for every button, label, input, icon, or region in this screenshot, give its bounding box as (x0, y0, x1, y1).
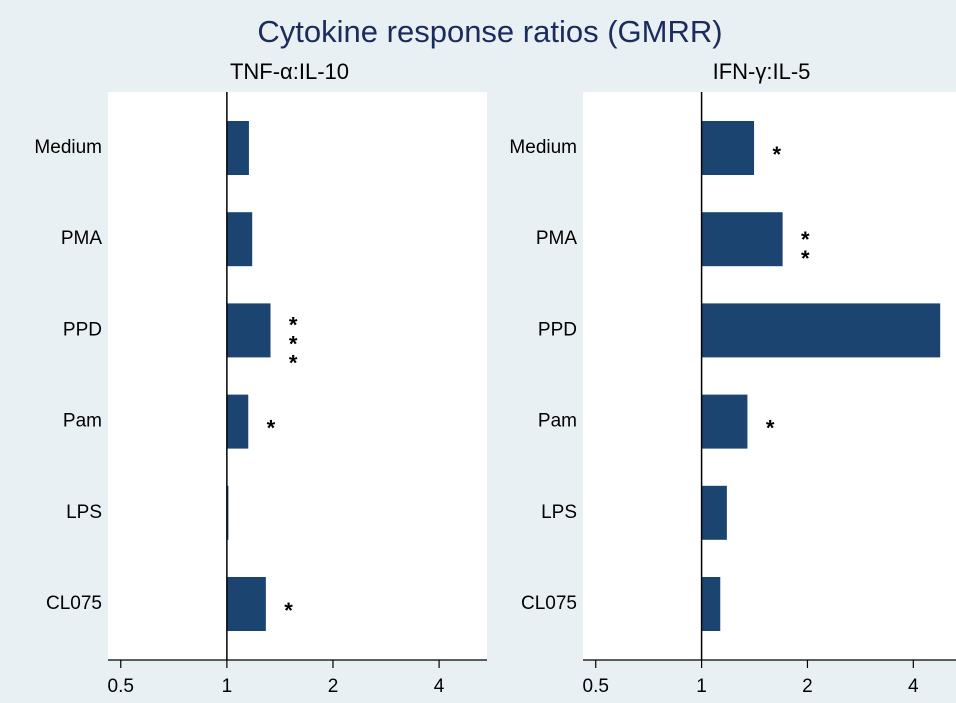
significance-marker: ** (793, 227, 818, 265)
category-label: LPS (66, 502, 102, 523)
x-tick-label: 2 (802, 676, 813, 697)
x-tick-label: 4 (908, 676, 919, 697)
bar (226, 303, 271, 358)
category-label: PMA (536, 228, 578, 249)
plot-area (108, 92, 487, 660)
category-label: CL075 (521, 593, 577, 614)
bar (226, 394, 249, 449)
category-label: Medium (34, 137, 102, 158)
significance-marker: *** (950, 312, 956, 369)
x-tick-label: 1 (222, 676, 233, 697)
bar (226, 212, 253, 267)
bar (226, 121, 249, 175)
x-tick-label: 0.5 (108, 676, 134, 697)
bar (701, 577, 721, 631)
bar (701, 121, 755, 175)
panel-title: IFN-γ:IL-5 (713, 59, 811, 84)
plot-area (583, 92, 956, 660)
significance-marker: * (258, 416, 283, 435)
category-label: PPD (538, 319, 577, 340)
significance-marker: *** (281, 312, 306, 369)
category-label: Pam (538, 411, 577, 432)
bar (701, 394, 748, 449)
bar (226, 485, 229, 540)
category-label: PMA (61, 228, 103, 249)
category-label: CL075 (46, 593, 102, 614)
bar (701, 485, 727, 540)
x-tick-label: 4 (434, 676, 445, 697)
panel-title: TNF-α:IL-10 (230, 59, 349, 84)
category-label: LPS (541, 502, 577, 523)
x-tick-label: 0.5 (583, 676, 609, 697)
bar (701, 303, 941, 358)
significance-marker: * (276, 598, 301, 617)
x-tick-label: 1 (696, 676, 707, 697)
bar (701, 212, 783, 267)
bar (226, 577, 266, 631)
x-tick-label: 2 (328, 676, 339, 697)
chart-title: Cytokine response ratios (GMRR) (257, 14, 722, 49)
category-label: Pam (63, 411, 102, 432)
category-label: Medium (509, 137, 577, 158)
significance-marker: * (764, 142, 789, 161)
significance-marker: * (758, 416, 783, 435)
category-label: PPD (63, 319, 102, 340)
